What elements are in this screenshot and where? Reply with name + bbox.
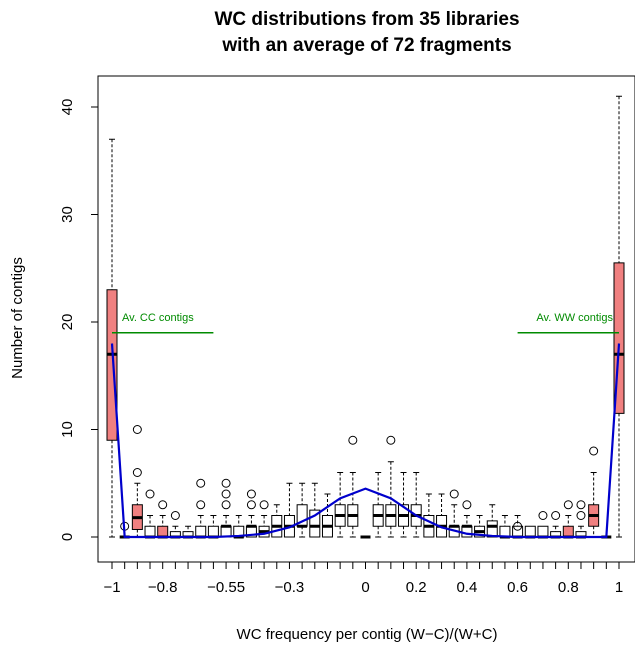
y-tick-label: 0 — [59, 533, 76, 541]
box-plot — [486, 504, 498, 538]
box-iqr — [207, 525, 219, 538]
chart-title-line-1: WC distributions from 35 libraries — [214, 9, 519, 30]
y-tick-label: 40 — [59, 99, 76, 116]
box-iqr — [309, 509, 321, 538]
box-outlier — [221, 478, 231, 488]
x-tick-label: −0.8 — [148, 579, 178, 596]
x-tick-label: −1 — [103, 579, 120, 596]
box-plot — [144, 489, 156, 539]
box-plot — [182, 525, 194, 539]
box-outlier — [462, 500, 472, 510]
box-iqr — [157, 525, 169, 538]
annotations: Av. CC contigs Av. WW contigs — [112, 312, 619, 334]
box-plot — [461, 500, 473, 538]
box-iqr — [613, 262, 625, 414]
box-plot — [385, 435, 397, 538]
box-outlier — [170, 511, 180, 520]
box-plot — [537, 511, 549, 539]
box-plot — [347, 435, 359, 538]
box-plot — [512, 515, 524, 539]
x-axis: −1 −0.8 −0.55 −0.3 0 0.2 0.4 0.6 0.8 1 — [103, 561, 623, 596]
box-plot — [372, 472, 384, 538]
box-plot — [499, 515, 511, 539]
box-plot — [131, 425, 143, 538]
box-outlier — [563, 500, 573, 510]
box-plot — [410, 472, 422, 538]
x-tick-label: 0.8 — [558, 579, 579, 596]
box-iqr — [524, 525, 536, 538]
box-plot — [258, 500, 270, 538]
annotation-label: Av. WW contigs — [536, 312, 613, 324]
box-outlier — [132, 425, 142, 434]
box-plot — [195, 478, 207, 539]
box-outlier — [132, 468, 142, 477]
box-plot — [423, 493, 435, 538]
box-outlier — [246, 500, 256, 510]
box-plot — [271, 504, 283, 538]
x-tick-label: −0.55 — [207, 579, 245, 596]
y-tick-label: 20 — [59, 314, 76, 331]
box-iqr — [106, 289, 118, 441]
box-plot — [106, 138, 118, 538]
box-iqr — [144, 525, 156, 538]
box-plot — [321, 493, 333, 538]
x-axis-label: WC frequency per contig (W−C)/(W+C) — [237, 626, 498, 643]
box-plot — [398, 472, 410, 538]
box-outlier — [196, 500, 206, 510]
box-plot — [588, 446, 600, 538]
box-plot — [550, 511, 562, 539]
box-outlier — [221, 500, 231, 510]
x-tick-label: 0.4 — [456, 579, 477, 596]
x-tick-label: 0 — [361, 579, 369, 596]
box-plot — [296, 482, 308, 538]
box-plot — [334, 472, 346, 538]
box-outlier — [538, 511, 548, 520]
box-outlier — [576, 500, 586, 510]
box-outlier — [158, 500, 168, 510]
box-plot — [233, 515, 245, 539]
x-tick-label: 0.2 — [406, 579, 427, 596]
box-iqr — [537, 525, 549, 538]
box-plot — [220, 478, 232, 538]
annotation-label: Av. CC contigs — [122, 312, 194, 324]
y-tick-label: 10 — [59, 421, 76, 438]
box-outlier — [348, 435, 358, 445]
box-outlier — [386, 435, 396, 445]
box-plot — [613, 95, 625, 538]
x-tick-label: 1 — [615, 579, 623, 596]
y-axis: 0 10 20 30 40 — [59, 99, 99, 541]
box-plot — [524, 525, 536, 539]
box-plot — [562, 500, 574, 539]
box-plot — [436, 493, 448, 538]
box-plot — [207, 515, 219, 539]
curve-line — [110, 343, 621, 539]
x-tick-label: −0.3 — [275, 579, 305, 596]
box-outlier — [449, 489, 459, 499]
box-plot — [575, 500, 587, 539]
box-plot — [309, 482, 321, 538]
box-outlier — [145, 489, 155, 499]
box-outlier — [551, 511, 561, 520]
box-plot — [169, 511, 181, 539]
box-iqr — [195, 525, 207, 538]
box-outlier — [246, 489, 256, 499]
box-outlier — [576, 511, 586, 520]
box-outlier — [589, 446, 599, 456]
box-iqr — [461, 525, 473, 538]
box-outlier — [196, 478, 206, 488]
y-axis-label: Number of contigs — [9, 257, 26, 379]
box-iqr — [562, 525, 574, 538]
y-tick-label: 30 — [59, 206, 76, 223]
box-plot — [245, 489, 257, 538]
box-outlier — [513, 521, 523, 531]
x-tick-label: 0.6 — [507, 579, 528, 596]
box-plot — [474, 515, 486, 538]
box-outlier — [221, 489, 231, 499]
box-outlier — [259, 500, 269, 510]
chart-title-line-2: with an average of 72 fragments — [221, 35, 511, 56]
box-plot — [157, 500, 169, 539]
fitted-curve — [110, 343, 621, 539]
